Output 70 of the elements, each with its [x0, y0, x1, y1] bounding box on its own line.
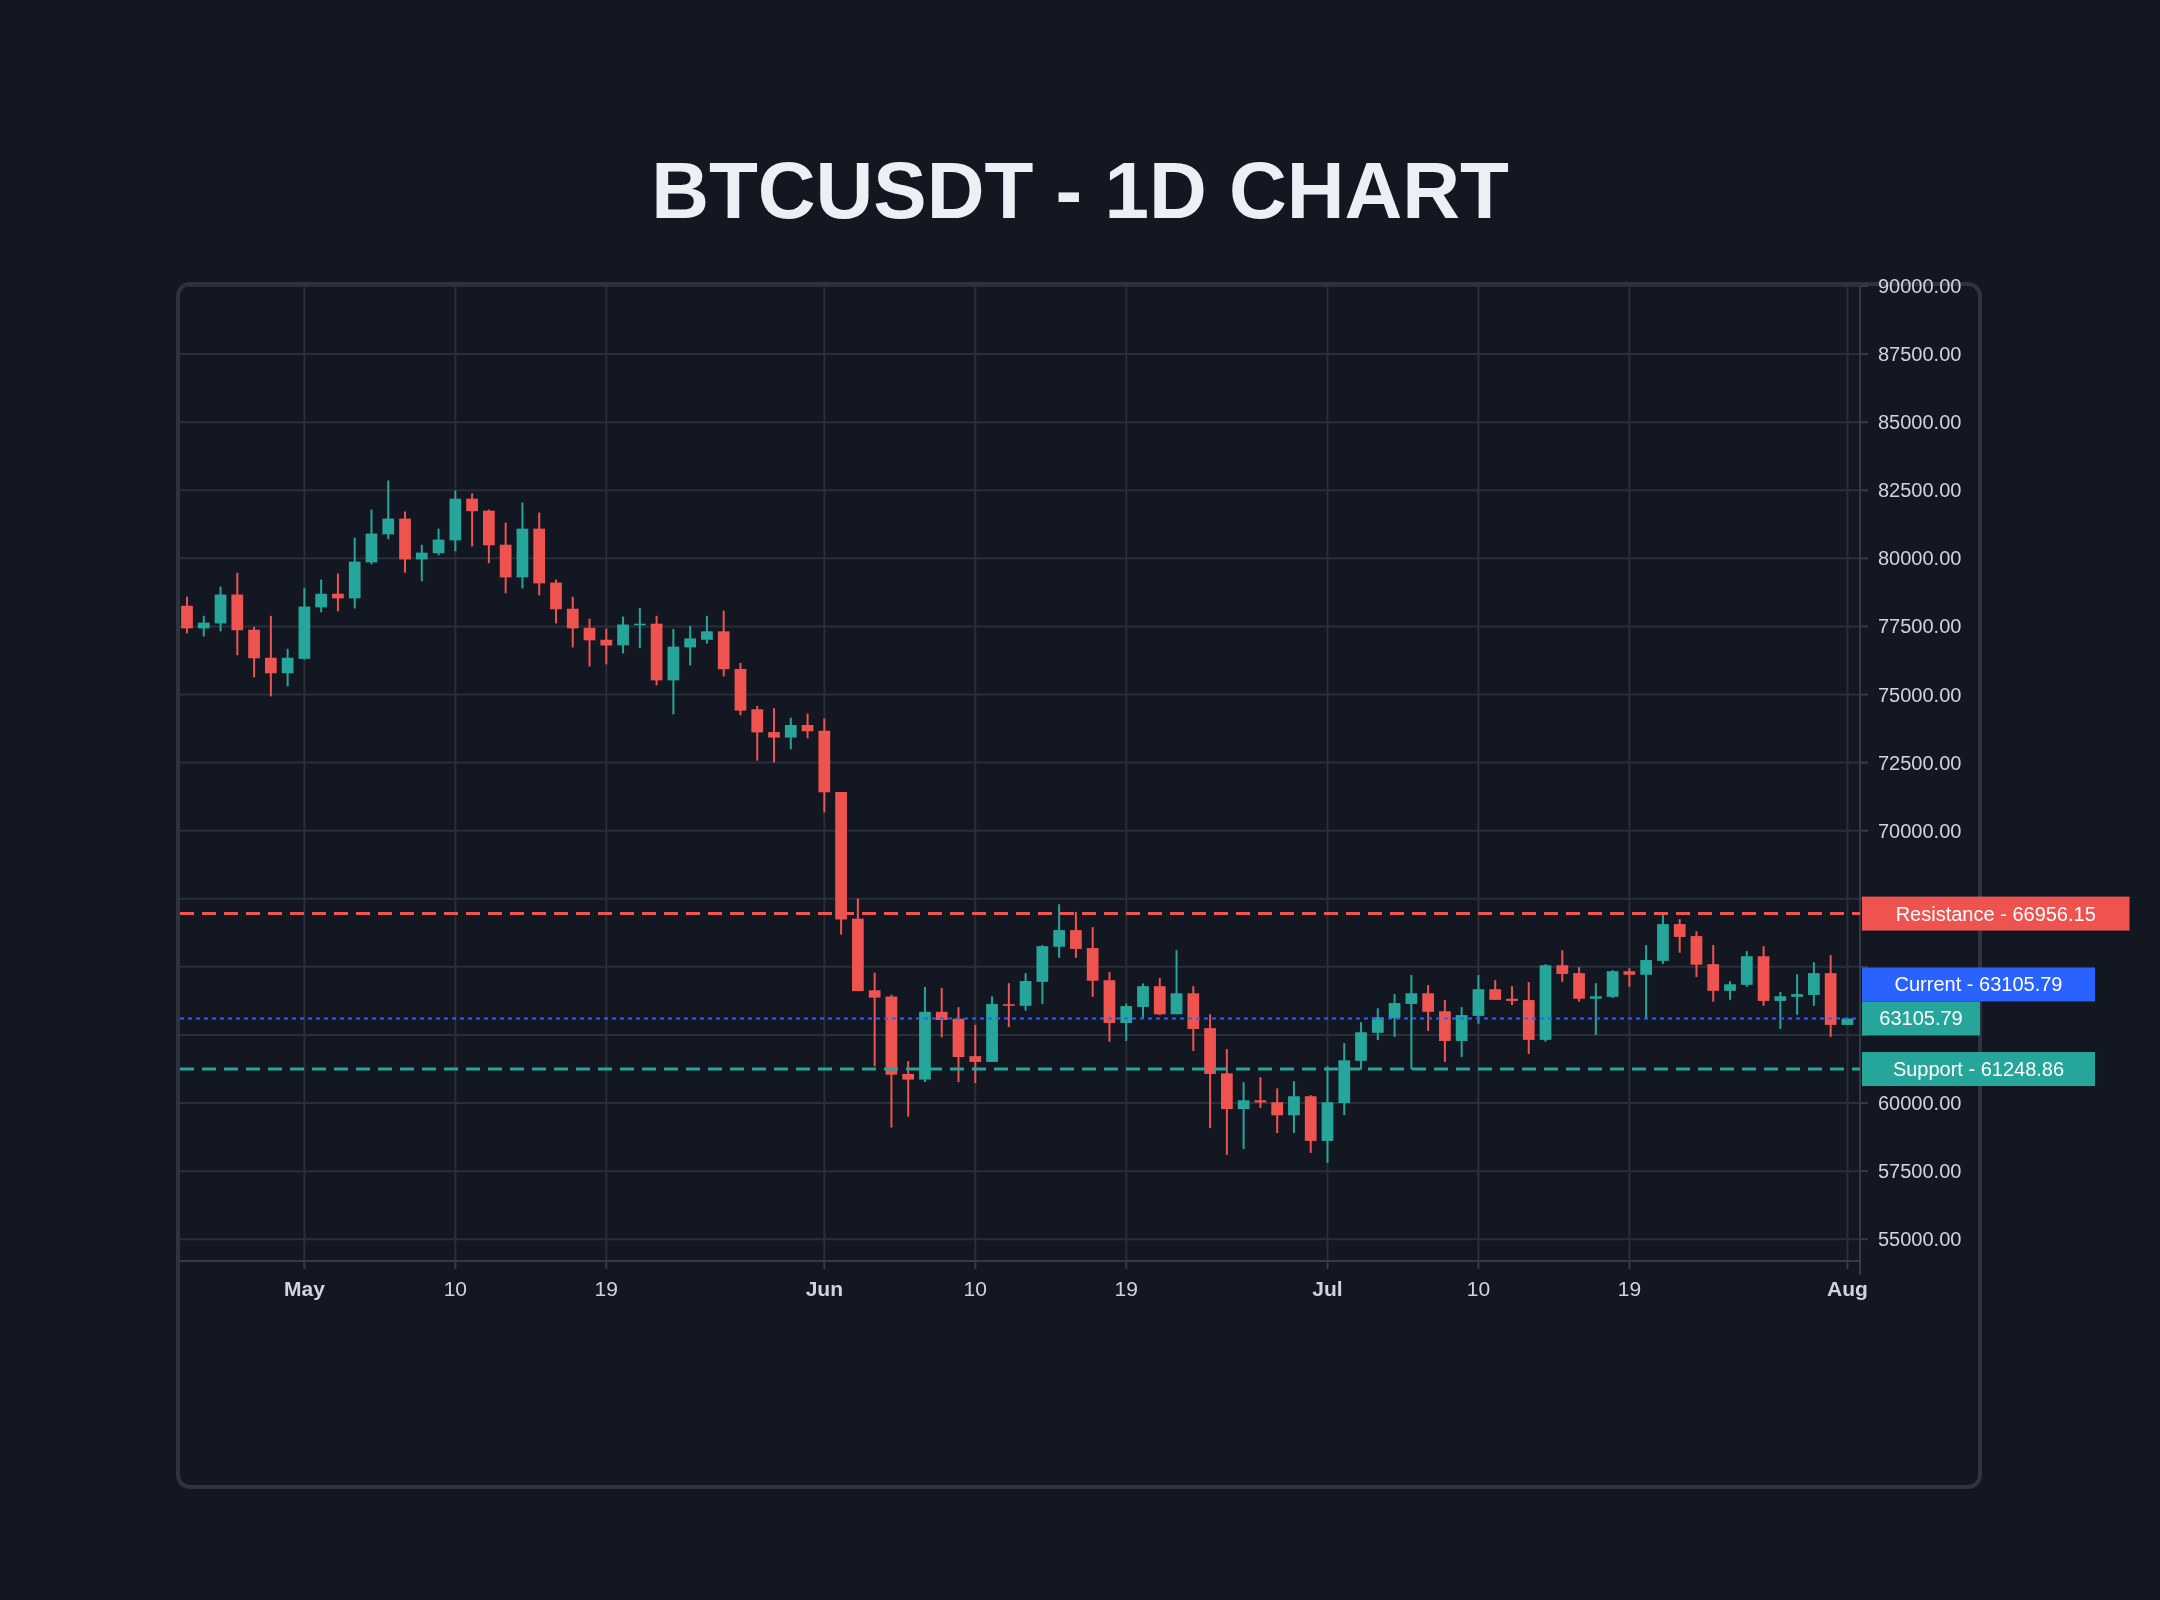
x-tick-label: 19	[1617, 1277, 1642, 1300]
candlestick	[415, 543, 428, 583]
y-tick-label: 75000.00	[1878, 683, 1962, 706]
x-tick-label: 10	[963, 1277, 987, 1300]
candlestick	[1371, 1007, 1384, 1042]
x-tick-label: 19	[1114, 1277, 1138, 1300]
y-tick-label: 90000.00	[1878, 275, 1962, 297]
candlestick	[1506, 985, 1518, 1006]
chart-title: BTCUSDT - 1D CHART	[651, 146, 1509, 235]
y-tick-label: 57500.00	[1878, 1160, 1962, 1183]
candlestick	[617, 615, 629, 655]
candlestick	[1489, 979, 1502, 1001]
candlestick	[1237, 1081, 1250, 1151]
candlestick	[181, 595, 193, 635]
candlestick	[1053, 903, 1065, 959]
candlestick	[902, 1060, 915, 1118]
candlestick	[1137, 982, 1149, 1019]
y-tick-label: 80000.00	[1878, 547, 1962, 570]
candlestick	[382, 479, 395, 541]
candlestick	[1791, 973, 1803, 1016]
candlestick	[1556, 949, 1569, 983]
candlestick	[1808, 961, 1820, 1007]
candlestick	[1271, 1087, 1284, 1134]
candlestick	[197, 614, 210, 638]
y-tick-label: 85000.00	[1878, 411, 1962, 434]
ref-line-label: Resistance - 66956.15	[1895, 902, 2096, 925]
x-tick-label: Jul	[1312, 1277, 1343, 1300]
candlestick	[1673, 918, 1686, 954]
ref-line-label: Current - 63105.79	[1894, 973, 2063, 996]
candlestick	[1774, 990, 1787, 1030]
x-tick-label: May	[283, 1277, 326, 1300]
y-tick-label: 87500.00	[1878, 343, 1962, 366]
candlestick	[1120, 1002, 1133, 1042]
candlestick	[969, 1023, 982, 1085]
candlestick	[1623, 967, 1636, 988]
candlestick	[281, 647, 294, 688]
y-tick-label: 60000.00	[1878, 1092, 1962, 1115]
candlestick	[1724, 980, 1736, 1001]
candlestick	[1640, 944, 1653, 1019]
x-tick-label: 10	[1466, 1277, 1491, 1300]
x-tick-label: Aug	[1827, 1277, 1868, 1300]
candlestick	[701, 614, 713, 645]
candlestick	[264, 614, 277, 698]
candlestick	[935, 986, 948, 1039]
candlestick	[868, 971, 881, 1068]
x-tick-label: 10	[443, 1277, 468, 1300]
text: 63105.79	[1879, 1007, 1963, 1030]
candlestick	[684, 624, 697, 667]
y-tick-label: 70000.00	[1878, 819, 1962, 842]
candlestick	[1589, 982, 1602, 1036]
candlestick	[1170, 949, 1183, 1016]
candlestick	[768, 707, 780, 764]
y-tick-label: 77500.00	[1878, 615, 1962, 638]
x-tick-label: 19	[594, 1277, 618, 1300]
candlestick	[1422, 984, 1434, 1032]
candlestick	[583, 617, 596, 668]
candlestick	[600, 627, 613, 666]
x-tick-label: Jun	[805, 1277, 843, 1300]
y-tick-label: 72500.00	[1878, 751, 1962, 774]
candlestick	[1002, 982, 1015, 1029]
candlestick	[1288, 1080, 1300, 1134]
candlestick	[1388, 993, 1401, 1038]
candlestick	[751, 704, 764, 762]
candlestick	[784, 716, 797, 751]
candlestick	[466, 492, 478, 548]
ref-line-label: Support - 61248.86	[1892, 1058, 2065, 1081]
y-tick-label: 82500.00	[1878, 479, 1962, 502]
y-tick-label: 55000.00	[1878, 1228, 1962, 1251]
candlestick	[566, 595, 579, 649]
candlestick	[315, 578, 328, 614]
